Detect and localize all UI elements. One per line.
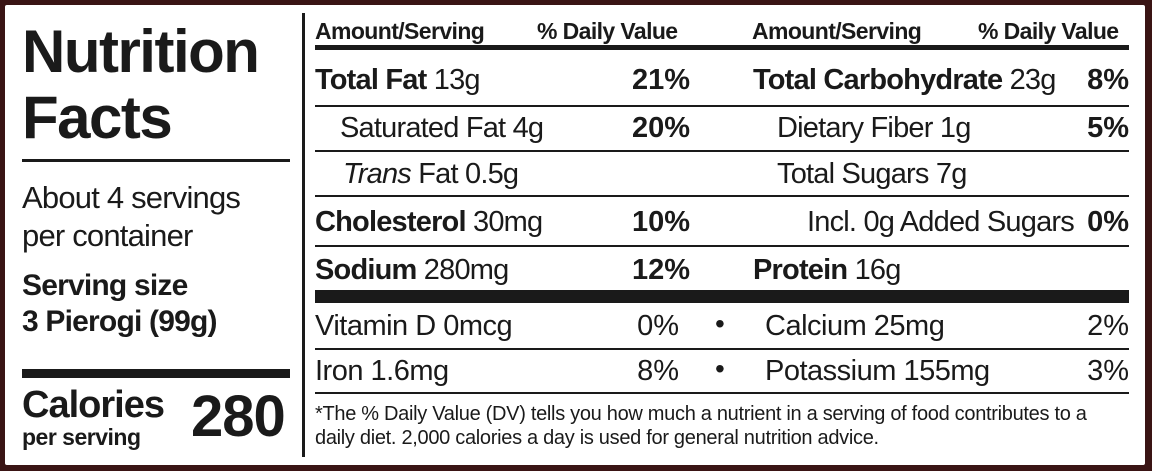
daily-value-header-right: % Daily Value bbox=[978, 18, 1119, 44]
added-sugars-label: Incl. 0g Added Sugars bbox=[807, 206, 1075, 238]
daily-value-header-left: % Daily Value bbox=[537, 18, 678, 44]
nutrition-label: Nutrition Facts About 4 servings per con… bbox=[5, 5, 1145, 465]
amount-serving-header-left: Amount/Serving bbox=[315, 18, 485, 44]
sodium-amount: 280mg bbox=[423, 254, 509, 286]
saturated-fat-amount: 4g bbox=[512, 112, 544, 144]
calcium-label: Calcium 25mg bbox=[765, 310, 945, 342]
trans-fat-label-italic: Trans bbox=[343, 158, 412, 190]
total-carbohydrate-amount: 23g bbox=[1009, 64, 1057, 96]
saturated-fat-dv: 20% bbox=[631, 112, 690, 144]
title-line-1: Nutrition bbox=[22, 18, 260, 85]
total-fat-label: Total Fat bbox=[315, 64, 427, 96]
dietary-fiber-row: Dietary Fiber 1g bbox=[777, 112, 971, 145]
calcium-dv: 2% bbox=[1087, 310, 1129, 342]
sodium-row: Sodium 280mg bbox=[315, 254, 509, 287]
trans-fat-amount: 0.5g bbox=[465, 158, 519, 190]
saturated-fat-label: Saturated Fat bbox=[340, 112, 506, 144]
header-divider bbox=[315, 45, 1129, 50]
row-divider-2 bbox=[315, 150, 1129, 152]
daily-value-footnote: *The % Daily Value (DV) tells you how mu… bbox=[315, 403, 1087, 449]
potassium-label: Potassium 155mg bbox=[765, 355, 990, 387]
vitamin-d-dv: 0% bbox=[637, 310, 679, 342]
added-sugars-dv: 0% bbox=[1087, 206, 1129, 238]
bullet-1: • bbox=[715, 308, 725, 339]
cholesterol-dv: 10% bbox=[631, 206, 690, 238]
trans-fat-label: Fat bbox=[418, 158, 458, 190]
bullet-2: • bbox=[715, 353, 725, 384]
servings-per-container-2: per container bbox=[22, 218, 193, 253]
trans-fat-row: Trans Fat 0.5g bbox=[343, 158, 519, 191]
potassium-dv: 3% bbox=[1087, 355, 1129, 387]
cholesterol-amount: 30mg bbox=[473, 206, 543, 238]
row-divider-3 bbox=[315, 195, 1129, 197]
dietary-fiber-dv: 5% bbox=[1087, 112, 1129, 144]
calories-sub-label: per serving bbox=[22, 424, 141, 450]
servings-per-container-1: About 4 servings bbox=[22, 180, 241, 215]
row-divider-6 bbox=[315, 348, 1129, 350]
sodium-label: Sodium bbox=[315, 254, 417, 286]
total-carbohydrate-label: Total Carbohydrate bbox=[753, 64, 1003, 96]
dietary-fiber-label: Dietary Fiber bbox=[777, 112, 933, 144]
cholesterol-label: Cholesterol bbox=[315, 206, 467, 238]
sodium-dv: 12% bbox=[631, 254, 690, 286]
total-carbohydrate-row: Total Carbohydrate 23g bbox=[753, 64, 1056, 97]
total-sugars-label: Total Sugars bbox=[777, 158, 929, 190]
dietary-fiber-amount: 1g bbox=[939, 112, 971, 144]
total-fat-amount: 13g bbox=[433, 64, 481, 96]
calories-value: 280 bbox=[191, 384, 286, 449]
total-sugars-row: Total Sugars 7g bbox=[777, 158, 967, 191]
amount-serving-header-right: Amount/Serving bbox=[752, 18, 922, 44]
calories-label: Calories bbox=[22, 384, 165, 426]
serving-size-label: Serving size bbox=[22, 269, 188, 302]
total-fat-dv: 21% bbox=[631, 64, 690, 96]
total-sugars-amount: 7g bbox=[935, 158, 967, 190]
total-carbohydrate-dv: 8% bbox=[1087, 64, 1129, 96]
total-fat-row: Total Fat 13g bbox=[315, 64, 481, 97]
iron-label: Iron 1.6mg bbox=[315, 355, 449, 387]
row-divider-1 bbox=[315, 105, 1129, 107]
serving-divider bbox=[22, 369, 290, 378]
protein-amount: 16g bbox=[854, 254, 902, 286]
vitamin-d-label: Vitamin D 0mcg bbox=[315, 310, 513, 342]
protein-row: Protein 16g bbox=[753, 254, 901, 287]
title-divider bbox=[22, 159, 290, 162]
serving-size-value: 3 Pierogi (99g) bbox=[22, 305, 218, 338]
protein-label: Protein bbox=[753, 254, 848, 286]
iron-dv: 8% bbox=[637, 355, 679, 387]
saturated-fat-row: Saturated Fat 4g bbox=[340, 112, 544, 145]
row-divider-4 bbox=[315, 245, 1129, 247]
title-line-2: Facts bbox=[22, 84, 173, 151]
vertical-divider bbox=[302, 13, 305, 457]
thick-divider bbox=[315, 290, 1129, 303]
row-divider-7 bbox=[315, 392, 1129, 394]
cholesterol-row: Cholesterol 30mg bbox=[315, 206, 543, 239]
